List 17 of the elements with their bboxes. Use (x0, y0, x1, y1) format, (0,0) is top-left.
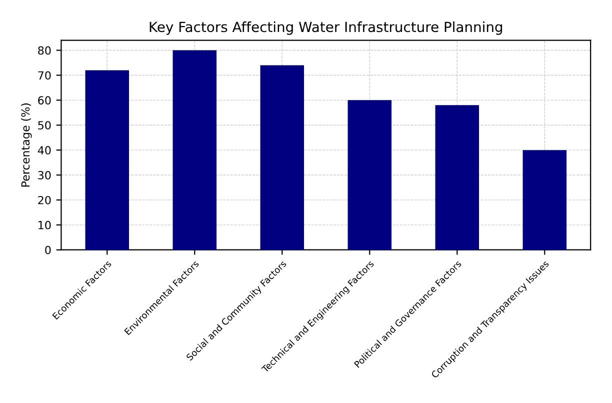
bar (260, 65, 304, 250)
y-tick-label: 80 (38, 46, 51, 55)
y-axis-title: Percentage (%) (21, 103, 32, 187)
bar (85, 70, 130, 250)
bar (435, 105, 480, 250)
bar (172, 50, 217, 250)
y-tick-label: 30 (38, 170, 51, 180)
bar (348, 100, 392, 250)
y-tick-label: 20 (38, 196, 51, 204)
y-tick-label: 0 (45, 246, 51, 254)
y-tick-label: 70 (38, 71, 51, 80)
chart-title: Key Factors Affecting Water Infrastructure Planning (150, 21, 502, 35)
y-tick-label: 60 (38, 96, 51, 105)
y-tick-label: 10 (38, 220, 51, 230)
y-tick-label: 50 (38, 121, 51, 130)
y-tick-label: 40 (38, 146, 51, 154)
bar (522, 150, 567, 250)
